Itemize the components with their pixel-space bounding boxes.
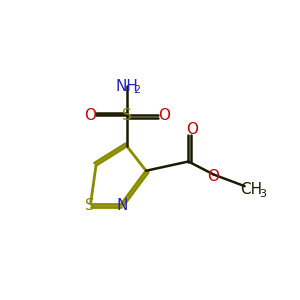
- Text: S: S: [85, 198, 95, 213]
- Text: 3: 3: [259, 189, 266, 199]
- Text: N: N: [116, 198, 128, 213]
- Text: O: O: [186, 122, 198, 137]
- Text: CH: CH: [240, 182, 262, 197]
- Text: O: O: [158, 108, 170, 123]
- Text: NH: NH: [116, 79, 138, 94]
- Text: 2: 2: [133, 85, 140, 95]
- Text: S: S: [122, 108, 132, 123]
- Text: O: O: [84, 108, 96, 123]
- Text: O: O: [207, 169, 219, 184]
